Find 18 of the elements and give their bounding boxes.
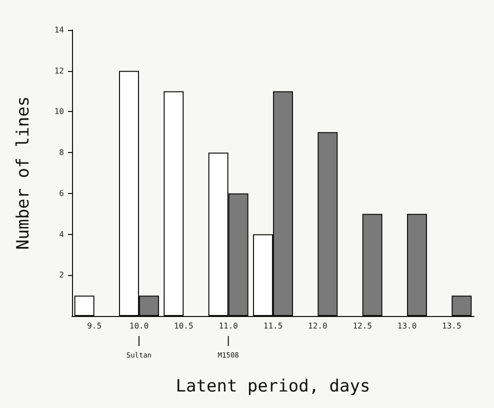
x-tick-label: 10.5: [174, 322, 194, 330]
y-axis-title: Number of lines: [14, 96, 34, 250]
y-tick-label: 14: [54, 26, 64, 34]
x-tick-label: 13.5: [442, 322, 462, 330]
y-tick-label: 6: [59, 188, 64, 198]
x-tick-label: 11.5: [263, 322, 283, 330]
x-axis-title: Latent period, days: [176, 376, 370, 396]
y-tick-label: 4: [59, 230, 64, 239]
y-tick-label: 10: [54, 107, 64, 116]
x-tick-label: 13.0: [397, 322, 417, 330]
x-tick-label: 12.0: [308, 322, 328, 330]
y-tick-label: 8: [59, 148, 64, 158]
x-tick-label: 11.0: [218, 322, 238, 330]
x-tick-label: 9.5: [87, 322, 102, 330]
x-tick-label: 10.0: [129, 322, 149, 330]
y-tick-label: 12: [54, 66, 64, 76]
y-tick-label: 2: [59, 270, 64, 280]
x-tick-label: 12.5: [352, 322, 372, 330]
